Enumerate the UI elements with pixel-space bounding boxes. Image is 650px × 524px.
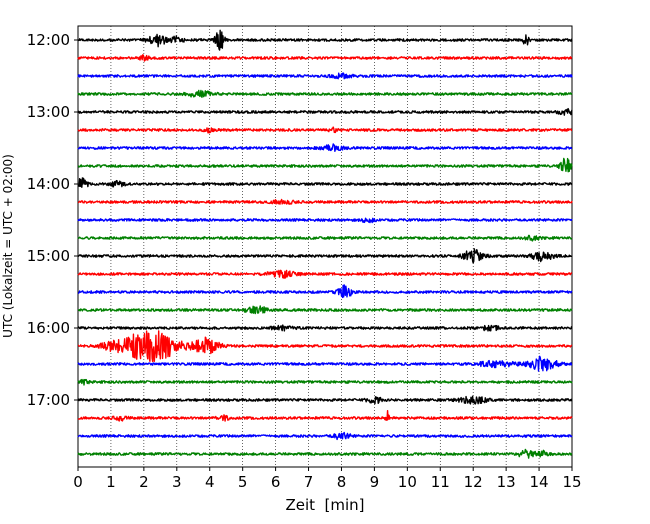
seismic-trace-1345 <box>77 157 573 173</box>
x-tick-label: 12 <box>464 473 483 491</box>
seismic-trace-1430 <box>77 217 573 224</box>
x-tick-label: 0 <box>73 473 83 491</box>
seismic-trace-1515 <box>77 269 573 279</box>
x-tick-label: 15 <box>562 473 581 491</box>
x-tick-label: 8 <box>337 473 347 491</box>
x-tick-label: 9 <box>370 473 380 491</box>
x-axis: 0 1 2 3 4 5 6 7 8 9 10 11 12 13 14 15 <box>73 467 582 491</box>
x-tick-label: 4 <box>205 473 215 491</box>
trace-layer <box>77 29 573 459</box>
seismic-trace-1745 <box>77 448 573 459</box>
seismic-trace-1730 <box>77 431 573 441</box>
x-tick-label: 5 <box>238 473 248 491</box>
seismic-trace-1245 <box>77 89 573 98</box>
y-axis-label: UTC (Lokalzeit = UTC + 02:00) <box>1 154 15 338</box>
y-tick-label: 12:00 <box>27 31 70 49</box>
x-tick-label: 1 <box>106 473 116 491</box>
seismic-trace-1630 <box>77 355 573 372</box>
seismic-trace-1715 <box>77 409 573 422</box>
x-tick-label: 6 <box>271 473 281 491</box>
y-tick-label: 14:00 <box>27 175 70 193</box>
seismic-trace-1600 <box>77 324 573 332</box>
y-tick-label: 15:00 <box>27 247 70 265</box>
seismic-trace-1230 <box>77 72 573 80</box>
seismic-trace-1645 <box>77 378 573 386</box>
x-tick-label: 2 <box>139 473 149 491</box>
y-tick-label: 17:00 <box>27 391 70 409</box>
seismic-trace-1415 <box>77 198 573 205</box>
y-tick-label: 13:00 <box>27 103 70 121</box>
x-tick-label: 11 <box>431 473 450 491</box>
seismic-trace-1445 <box>77 234 573 242</box>
seismic-trace-1530 <box>77 284 573 299</box>
x-tick-label: 14 <box>530 473 549 491</box>
seismic-trace-1545 <box>77 305 573 315</box>
seismic-trace-1500 <box>77 248 573 264</box>
seismic-trace-1330 <box>77 143 573 152</box>
x-tick-label: 13 <box>497 473 516 491</box>
x-tick-label: 7 <box>304 473 314 491</box>
y-tick-label: 16:00 <box>27 319 70 337</box>
seismic-trace-1400 <box>77 177 573 188</box>
y-axis: 12:00 13:00 14:00 15:00 16:00 17:00 <box>27 31 78 409</box>
x-tick-label: 10 <box>398 473 417 491</box>
x-tick-label: 3 <box>172 473 182 491</box>
seismic-trace-1700 <box>77 395 573 405</box>
x-axis-label: Zeit [min] <box>285 496 364 514</box>
plot-frame <box>77 25 573 468</box>
seismic-trace-1315 <box>77 126 573 134</box>
seismic-trace-1615 <box>77 330 573 363</box>
seismic-trace-1300 <box>77 107 573 116</box>
seismic-trace-1200 <box>77 29 573 51</box>
seismic-trace-1215 <box>77 54 573 62</box>
